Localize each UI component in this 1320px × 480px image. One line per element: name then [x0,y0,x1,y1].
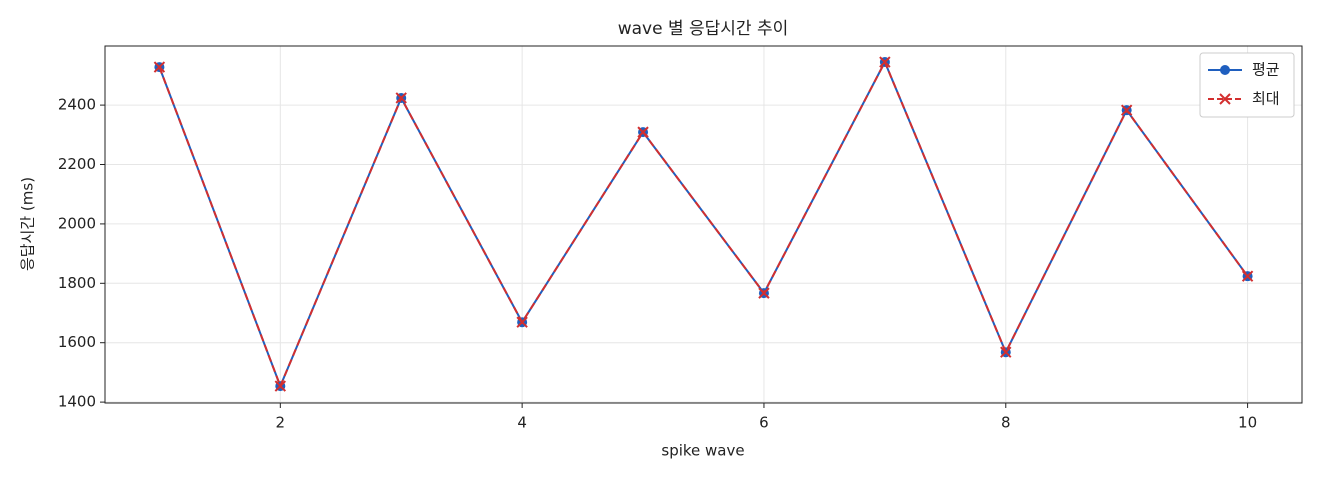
x-tick-label: 4 [517,414,527,432]
y-tick-label: 1600 [58,333,96,351]
y-axis-label: 응답시간 (ms) [19,177,37,271]
plot-frame [104,45,1303,404]
chart-title: wave 별 응답시간 추이 [618,19,789,39]
data-point [758,287,770,299]
legend-label: 평균 [1252,61,1280,79]
data-point [1120,104,1133,116]
data-point [1000,346,1012,358]
data-point [153,61,166,73]
y-tick-label: 2400 [58,96,96,114]
data-point [1241,270,1254,282]
legend-box [1199,52,1295,118]
y-tick-label: 2000 [58,214,96,232]
y-tick-label: 1400 [58,393,96,411]
x-tick-label: 8 [1001,414,1011,432]
legend-marker [1219,93,1231,105]
x-tick-label: 10 [1238,414,1257,432]
data-point [274,380,287,392]
y-tick-label: 1800 [58,274,96,292]
data-point [879,56,891,68]
x-tick-label: 6 [759,414,769,432]
data-point [637,126,649,138]
legend-marker [1220,65,1230,75]
x-axis-label: spike wave [661,442,744,460]
y-tick-label: 2200 [58,155,96,173]
legend-label: 최대 [1252,90,1280,108]
data-point [516,316,528,328]
x-tick-label: 2 [276,414,286,432]
data-point [395,92,407,104]
series-line [158,59,1249,389]
